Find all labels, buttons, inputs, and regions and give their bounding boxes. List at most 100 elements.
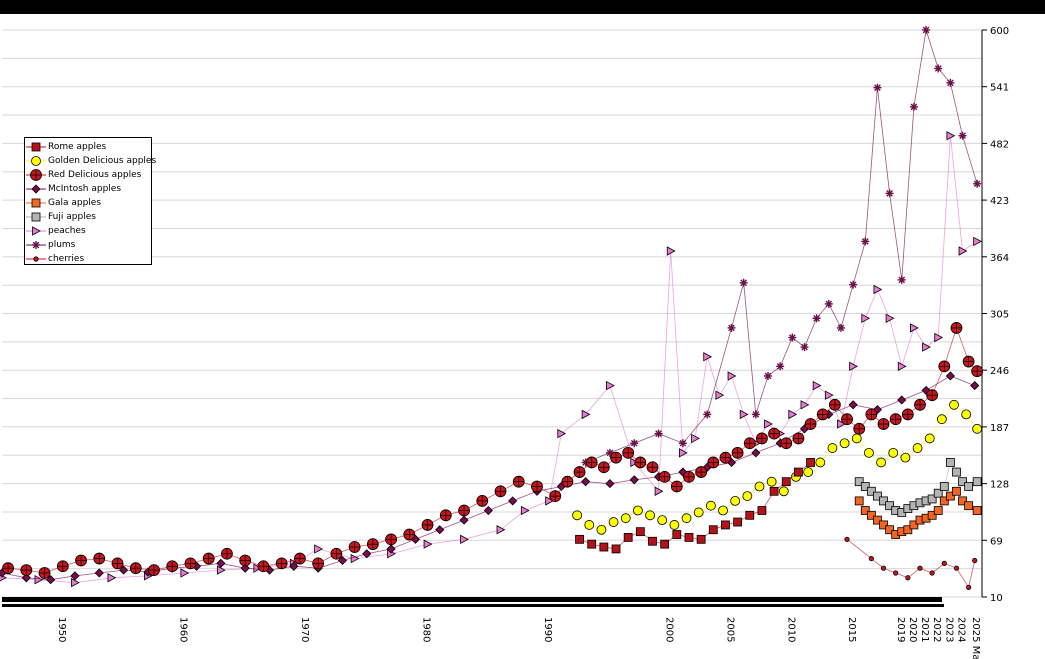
series-plums-point bbox=[630, 439, 639, 448]
series-plums-point bbox=[727, 323, 736, 332]
series-golden-delicious-apples-point bbox=[754, 481, 765, 492]
series-mcintosh-apples-point bbox=[94, 568, 104, 578]
series-gala-apples-point bbox=[909, 520, 919, 530]
legend: Rome apples Golden Delicious apples Red De… bbox=[24, 137, 156, 266]
series-plums-point bbox=[812, 314, 821, 323]
legend-swatch-marker bbox=[33, 256, 39, 262]
series-rome-apples-point bbox=[745, 510, 755, 520]
series-red-delicious-apples-point bbox=[202, 552, 215, 565]
series-golden-delicious-apples-point bbox=[949, 399, 959, 410]
legend-label: Red Delicious apples bbox=[48, 170, 142, 180]
series-mcintosh-apples-point bbox=[216, 558, 226, 568]
series-plums-point bbox=[800, 343, 809, 352]
y-tick-label: 364 bbox=[990, 253, 1009, 264]
series-golden-delicious-apples-point bbox=[900, 452, 911, 463]
series-red-delicious-apples-point bbox=[148, 564, 160, 576]
legend-swatch-marker bbox=[31, 142, 41, 152]
series-rome-apples-line bbox=[579, 462, 811, 550]
series-peaches-point bbox=[557, 428, 567, 439]
series-plums-point bbox=[934, 64, 943, 73]
series-golden-delicious-apples-point bbox=[864, 447, 874, 458]
series-fuji-apples-point bbox=[873, 491, 882, 501]
series-plums-point bbox=[973, 179, 982, 188]
series-mcintosh-apples-point bbox=[337, 555, 348, 566]
series-peaches-point bbox=[107, 573, 117, 583]
x-tick-label: 2025 Mar bbox=[970, 617, 981, 659]
series-peaches-point bbox=[764, 419, 773, 429]
y-tick-label: 69 bbox=[990, 536, 1003, 547]
series-peaches-point bbox=[861, 313, 871, 323]
series-rome-apples bbox=[575, 458, 815, 554]
series-red-delicious-apples-point bbox=[111, 557, 124, 570]
y-tick-label: 305 bbox=[990, 310, 1009, 321]
series-fuji-apples-point bbox=[972, 477, 982, 487]
series-peaches-point bbox=[666, 246, 676, 256]
x-tick-label: 2021 bbox=[919, 617, 930, 642]
series-mcintosh-apples-point bbox=[362, 549, 372, 559]
series-golden-delicious-apples-point bbox=[924, 433, 935, 444]
series-red-delicious-apples-point bbox=[494, 485, 507, 498]
series-golden-delicious-apples-point bbox=[778, 486, 789, 497]
y-tick-label: 246 bbox=[990, 366, 1009, 377]
legend-swatch-cherries bbox=[26, 256, 46, 262]
series-peaches-point bbox=[837, 419, 846, 429]
series-peaches-point bbox=[788, 409, 798, 420]
series-red-delicious-apples-point bbox=[792, 432, 805, 445]
series-golden-delicious-apples-line bbox=[576, 404, 978, 531]
y-tick-label: 600 bbox=[990, 26, 1009, 37]
series-red-delicious-apples-point bbox=[312, 557, 325, 570]
legend-swatch-mcintosh-apples bbox=[26, 184, 46, 194]
legend-swatch-marker bbox=[30, 169, 42, 181]
series-red-delicious-apples-point bbox=[366, 538, 379, 551]
series-gala-apples bbox=[854, 486, 982, 539]
series-fuji-apples-point bbox=[945, 458, 955, 467]
legend-item-red-delicious-apples: Red Delicious apples bbox=[25, 168, 151, 182]
series-red-delicious-apples-point bbox=[421, 519, 434, 531]
series-golden-delicious-apples-point bbox=[961, 409, 972, 420]
legend-label: McIntosh apples bbox=[48, 184, 122, 194]
series-plums-point bbox=[605, 448, 614, 457]
x-tick-label: 2005 bbox=[725, 617, 736, 642]
series-gala-apples-point bbox=[873, 515, 882, 525]
series-peaches-point bbox=[654, 486, 664, 496]
series-peaches-point bbox=[910, 323, 919, 333]
series-rome-apples-point bbox=[781, 477, 791, 487]
series-peaches-point bbox=[849, 361, 858, 372]
series-plums-point bbox=[654, 429, 663, 438]
series-mcintosh-apples-point bbox=[945, 371, 955, 381]
series-gala-apples-point bbox=[939, 496, 949, 506]
series-golden-delicious-apples-point bbox=[645, 510, 655, 521]
series-rome-apples-point bbox=[684, 533, 694, 542]
series-red-delicious-apples-point bbox=[385, 533, 397, 546]
legend-label: Gala apples bbox=[48, 198, 102, 208]
series-golden-delicious-apples-point bbox=[705, 500, 716, 511]
legend-swatch-marker bbox=[31, 184, 41, 194]
series-plums-point bbox=[873, 83, 882, 92]
legend-item-cherries: cherries bbox=[25, 252, 151, 266]
series-red-delicious-apples-point bbox=[610, 451, 622, 464]
x-tick-label: 2010 bbox=[785, 617, 796, 642]
series-mcintosh-apples-point bbox=[70, 571, 80, 581]
series-fuji-apples bbox=[854, 458, 982, 517]
legend-label: Rome apples bbox=[48, 142, 107, 152]
series-peaches-point bbox=[545, 496, 554, 506]
series-golden-delicious-apples-point bbox=[620, 513, 631, 524]
legend-swatch-rome-apples bbox=[26, 142, 46, 152]
axes bbox=[2, 30, 983, 607]
series-red-delicious-apples-point bbox=[950, 322, 963, 334]
legend-item-rome-apples: Rome apples bbox=[25, 140, 151, 154]
series-rome-apples-point bbox=[648, 536, 657, 546]
series-golden-delicious-apples-point bbox=[730, 495, 741, 506]
series-plums-point bbox=[751, 410, 760, 419]
series-peaches-point bbox=[520, 505, 530, 516]
series-red-delicious-apples-point bbox=[166, 560, 179, 573]
series-mcintosh-apples-point bbox=[289, 561, 299, 571]
x-tick-label: 2000 bbox=[664, 617, 675, 642]
series-rome-apples-point bbox=[696, 534, 706, 544]
series-gala-apples-point bbox=[854, 496, 864, 506]
series-mcintosh-apples-point bbox=[508, 496, 518, 506]
series-rome-apples-point bbox=[635, 527, 645, 537]
series-golden-delicious-apples-point bbox=[633, 505, 643, 516]
legend-item-fuji-apples: Fuji apples bbox=[25, 210, 151, 224]
